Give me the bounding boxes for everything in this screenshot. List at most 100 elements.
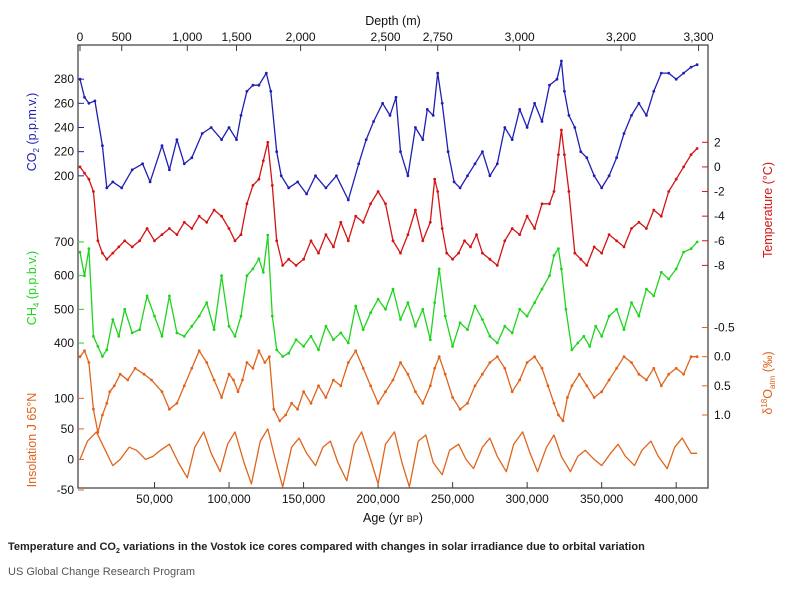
co2-point [388, 114, 392, 117]
temperature-point [309, 239, 313, 243]
d18o-point [302, 390, 305, 394]
temperature-point [190, 227, 194, 230]
temperature-point [585, 264, 589, 267]
d18o-point [433, 366, 437, 370]
d18o-point [428, 384, 432, 388]
temperature-point [548, 202, 551, 206]
ch4-point [615, 307, 618, 311]
temperature-point [391, 239, 395, 243]
y-axis-ticks: 20022024026028020-2-4-6-8400500600700-0.… [54, 72, 735, 497]
ch4-point [190, 324, 194, 328]
co2-point [264, 71, 268, 75]
d18o-point [87, 361, 91, 364]
co2-point [458, 186, 462, 190]
ch4-point [582, 334, 586, 338]
ch4-point [488, 334, 492, 338]
co2-point [495, 162, 499, 166]
d18o-point [284, 413, 288, 417]
d18o-point [525, 361, 529, 364]
co2-point [148, 180, 152, 184]
temperature-point [138, 239, 142, 243]
temperature-point [87, 177, 91, 181]
ch4-point [414, 324, 417, 328]
temperature-point [421, 239, 425, 243]
co2-point [324, 186, 328, 190]
temperature-point [83, 171, 86, 175]
co2-point [510, 138, 514, 142]
ch4-point [637, 314, 641, 318]
temperature-point [414, 208, 417, 212]
temperature-point [659, 214, 663, 218]
co2-point [269, 89, 273, 93]
ch4-point [473, 304, 477, 308]
ch4-point [594, 324, 598, 328]
temperature-point [652, 208, 656, 212]
ch4-point [674, 267, 678, 271]
co2-point [381, 101, 384, 105]
ch4-point [361, 328, 365, 331]
d18o-point [533, 355, 536, 359]
ch4-point [588, 345, 592, 348]
temperature-point [503, 239, 507, 243]
insolation-tick-label: 50 [61, 422, 75, 436]
ch4-point [294, 338, 298, 342]
ch4-tick-label: 700 [54, 235, 74, 249]
co2-point [431, 114, 435, 117]
temperature-point [324, 233, 328, 237]
co2-tick-label: 280 [54, 72, 74, 86]
temperature-point [645, 227, 648, 230]
temperature-point [130, 245, 134, 249]
temperature-point [667, 190, 671, 193]
ch4-point [376, 297, 380, 301]
ch4-line [79, 234, 698, 358]
temperature-point [579, 257, 583, 261]
d18o-point [78, 355, 82, 359]
d18o-tick-label: 0.0 [714, 350, 731, 364]
temperature-point [275, 239, 279, 243]
depth-tick-label: 0 [77, 30, 84, 44]
d18o-point [354, 349, 358, 353]
co2-point [645, 114, 648, 117]
ch4-point [570, 348, 574, 352]
d18o-point [212, 378, 216, 382]
ch4-point [682, 250, 685, 254]
insolation-line [79, 428, 698, 488]
co2-point [245, 89, 249, 93]
temperature-point [682, 165, 685, 169]
co2-point [130, 168, 134, 172]
d18o-point [607, 378, 611, 382]
temperature-point [488, 257, 492, 261]
temperature-point [245, 202, 249, 206]
temperature-point [630, 227, 633, 230]
d18o-point [108, 390, 112, 394]
ch4-point [281, 355, 285, 358]
d18o-point [585, 384, 589, 388]
figure-source: US Global Change Research Program [8, 566, 196, 578]
co2-tick-label: 200 [54, 169, 74, 183]
ch4-point [117, 334, 121, 338]
ch4-point [257, 257, 261, 261]
d18o-point [376, 401, 380, 405]
ch4-point [168, 294, 171, 298]
co2-point [209, 126, 213, 129]
ch4-point [111, 318, 115, 321]
co2-tick-label: 240 [54, 121, 74, 135]
co2-axis-title: CO2 (p.p.m.v.) [25, 93, 41, 172]
series-layer [78, 59, 699, 488]
d18o-point [324, 396, 328, 399]
temperature-point [495, 264, 499, 267]
ch4-point [369, 311, 372, 315]
temperature-point [346, 239, 350, 243]
d18o-point [251, 366, 255, 370]
ch4-point [540, 287, 544, 291]
ch4-point [622, 328, 626, 331]
temperature-point [695, 147, 699, 150]
ch4-point [607, 314, 611, 318]
ch4-point [160, 334, 164, 338]
d18o-point [481, 372, 484, 376]
ch4-point [421, 307, 425, 311]
temperature-point [384, 202, 387, 206]
d18o-point [290, 401, 293, 405]
co2-point [257, 83, 261, 87]
co2-point [637, 101, 641, 105]
